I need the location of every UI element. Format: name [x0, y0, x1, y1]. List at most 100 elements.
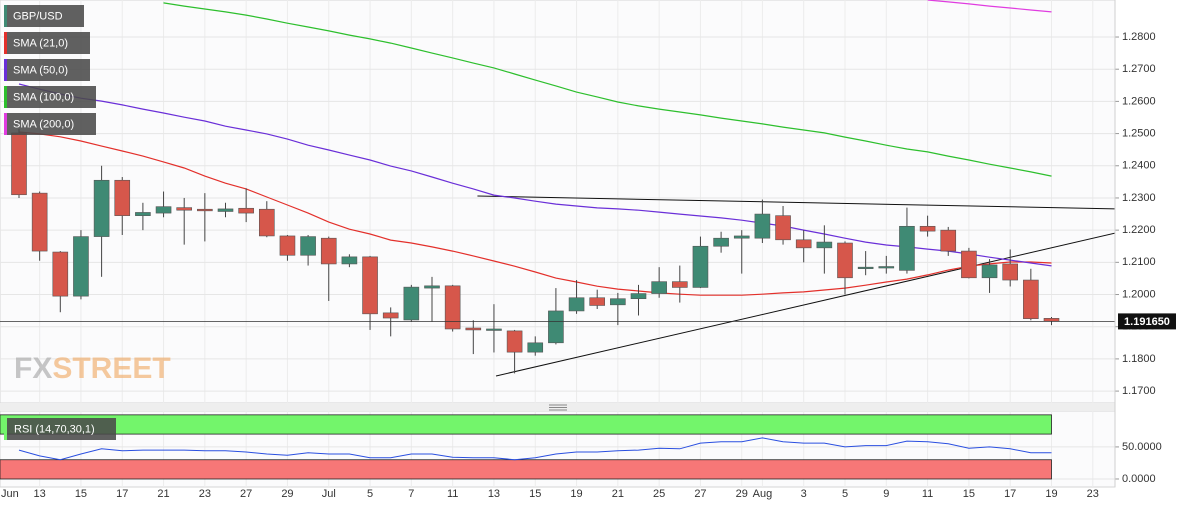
legend-box[interactable] — [4, 418, 116, 440]
x-tick-label: 25 — [653, 488, 665, 500]
rsi-plot — [0, 411, 1115, 487]
y-tick-label: 1.2500 — [1122, 127, 1156, 139]
candle-body — [733, 235, 750, 239]
x-tick-label: 29 — [281, 488, 293, 500]
x-tick-label: 15 — [75, 488, 87, 500]
candle-body — [671, 281, 688, 288]
candle-body — [713, 237, 729, 247]
x-tick-label: 23 — [199, 488, 211, 500]
candle-body — [754, 213, 771, 239]
x-tick-label: 11 — [922, 488, 933, 500]
candle-body — [878, 266, 895, 269]
candle-body — [651, 281, 667, 294]
candle-body — [775, 215, 791, 241]
candle-body — [155, 206, 172, 214]
candle-body — [465, 327, 482, 331]
candle-body — [31, 192, 48, 252]
y-tick-label: 1.1700 — [1122, 385, 1156, 397]
watermark-part: FX — [14, 352, 52, 385]
candle-body — [486, 328, 502, 331]
sma-line — [18, 83, 1052, 267]
price-plot: FXSTREET — [0, 0, 1115, 403]
legend-swatch — [4, 113, 7, 135]
x-tick-label: Jul — [322, 488, 336, 500]
candle-body — [444, 285, 461, 330]
candle-body — [238, 207, 254, 214]
y-tick-label: 1.2100 — [1122, 256, 1156, 268]
candle-body — [1043, 318, 1060, 322]
candle-body — [527, 342, 544, 353]
candle-body — [382, 312, 399, 319]
legend-label: SMA (21,0) — [13, 37, 68, 49]
candle-body — [1002, 263, 1019, 281]
y-tick-label: 1.2600 — [1122, 95, 1156, 107]
x-tick-label: 17 — [116, 488, 128, 500]
candle-body — [610, 298, 626, 306]
candle-body — [320, 237, 337, 265]
x-tick-label: 5 — [367, 488, 373, 500]
candle-body — [135, 212, 151, 216]
x-tick-label: 3 — [801, 488, 807, 500]
legend-box[interactable] — [4, 113, 96, 135]
last-price-box — [1118, 313, 1176, 330]
x-tick-label: 17 — [1004, 488, 1016, 500]
legend-box[interactable] — [4, 59, 90, 81]
legend-swatch — [4, 418, 7, 440]
candle-body — [52, 251, 69, 297]
last-price-label: 1.191650 — [1124, 316, 1170, 328]
x-tick-label: 7 — [408, 488, 414, 500]
y-tick-label: 0.0000 — [1122, 473, 1156, 485]
x-tick-label: 9 — [883, 488, 889, 500]
legend-swatch — [4, 32, 7, 54]
candle-body — [816, 241, 833, 249]
legend-box[interactable] — [4, 32, 90, 54]
y-tick-label: 1.2400 — [1122, 160, 1156, 172]
x-tick-label: 13 — [34, 488, 46, 500]
candle-body — [795, 239, 812, 249]
x-tick-label: 5 — [842, 488, 848, 500]
candle-body — [403, 286, 420, 321]
candle-body — [176, 207, 192, 211]
trendline — [477, 195, 1115, 210]
x-tick-label: 15 — [529, 488, 541, 500]
watermark: FXSTREET — [14, 352, 171, 385]
candle-body — [919, 225, 936, 232]
candle-body — [217, 208, 234, 212]
candle-body — [899, 225, 915, 271]
x-tick-label: 19 — [570, 488, 582, 500]
legend-label: RSI (14,70,30,1) — [14, 423, 95, 435]
x-tick-label: 19 — [1045, 488, 1057, 500]
x-tick-label: 21 — [157, 488, 169, 500]
trendline — [495, 232, 1115, 377]
legend-box[interactable] — [4, 86, 96, 108]
candle-body — [589, 297, 606, 306]
candle-body — [114, 179, 131, 216]
candle-body — [362, 256, 378, 315]
y-tick-label: 1.2300 — [1122, 192, 1156, 204]
candle-body — [837, 242, 853, 279]
x-tick-label: Jun — [1, 488, 19, 500]
candle-body — [506, 330, 523, 353]
x-tick-label: 21 — [612, 488, 624, 500]
divider-handle — [549, 404, 567, 411]
x-tick-label: 15 — [963, 488, 975, 500]
x-tick-label: Aug — [753, 488, 773, 500]
x-tick-label: 27 — [694, 488, 706, 500]
sma-line — [163, 2, 1052, 177]
candle-body — [692, 245, 709, 288]
candle-body — [1023, 279, 1039, 319]
x-tick-label: 13 — [488, 488, 500, 500]
y-tick-label: 1.2800 — [1122, 31, 1156, 43]
legend-label: SMA (50,0) — [13, 64, 68, 76]
legend-label: GBP/USD — [13, 10, 63, 22]
candle-body — [279, 235, 296, 256]
candle-body — [981, 264, 998, 279]
legend-label: SMA (100,0) — [13, 91, 74, 103]
y-tick-label: 1.2000 — [1122, 288, 1156, 300]
candle-body — [11, 132, 27, 196]
legend-swatch — [4, 86, 7, 108]
candle-body — [548, 310, 564, 344]
legend-box[interactable] — [4, 5, 84, 27]
overbought-band — [0, 414, 1052, 435]
candle-body — [341, 256, 358, 265]
